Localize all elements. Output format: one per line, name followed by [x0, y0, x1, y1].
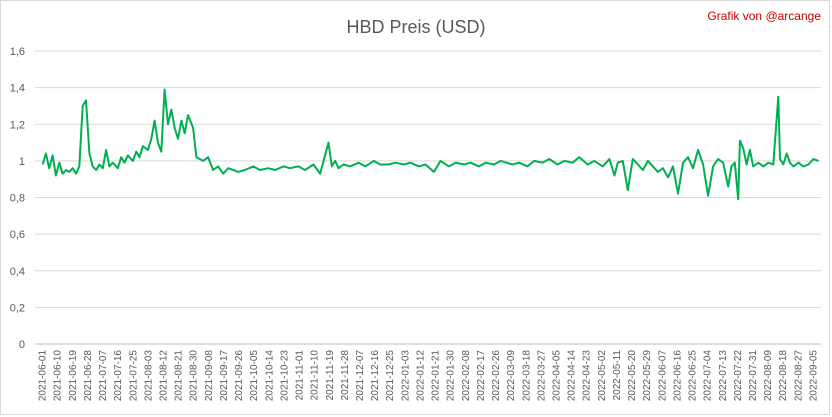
y-tick-label: 0: [19, 339, 25, 351]
y-tick-label: 0,8: [10, 193, 25, 205]
x-tick-label: 2022-08-09: [763, 350, 774, 402]
x-tick-label: 2022-03-18: [521, 350, 532, 402]
x-tick-label: 2022-05-11: [612, 350, 623, 401]
x-tick-label: 2022-01-30: [446, 350, 457, 402]
x-tick-label: 2022-04-05: [551, 350, 562, 402]
x-tick-label: 2021-09-26: [234, 350, 245, 402]
x-tick-label: 2022-03-27: [536, 350, 547, 402]
x-tick-label: 2022-07-22: [733, 350, 744, 402]
x-tick-label: 2022-03-09: [506, 350, 517, 402]
x-tick-label: 2022-07-31: [748, 350, 759, 402]
x-tick-label: 2022-02-08: [461, 350, 472, 402]
x-tick-label: 2021-07-16: [113, 350, 124, 402]
series-line-hbd-price: [41, 88, 819, 201]
x-tick-label: 2021-08-30: [189, 350, 200, 402]
x-tick-label: 2021-12-07: [355, 350, 366, 402]
chart-credit: Grafik von @arcange: [707, 9, 821, 23]
chart-title: HBD Preis (USD): [346, 17, 485, 37]
x-tick-label: 2022-05-29: [642, 350, 653, 402]
y-tick-label: 0,4: [10, 266, 25, 278]
x-tick-label: 2022-08-18: [778, 350, 789, 402]
x-tick-label: 2022-02-17: [476, 350, 487, 402]
x-tick-label: 2021-06-10: [53, 350, 64, 402]
x-tick-label: 2022-04-23: [582, 350, 593, 402]
x-tick-label: 2021-12-16: [370, 350, 381, 402]
x-tick-label: 2022-04-14: [567, 350, 578, 402]
x-tick-label: 2021-08-12: [158, 350, 169, 402]
x-tick-label: 2022-05-02: [597, 350, 608, 402]
x-tick-label: 2022-02-26: [491, 350, 502, 402]
x-tick-label: 2022-07-04: [703, 350, 714, 402]
x-tick-label: 2021-07-25: [128, 350, 139, 402]
x-tick-label: 2021-11-28: [340, 350, 351, 401]
x-tick-label: 2021-06-28: [83, 350, 94, 402]
x-tick-label: 2022-08-27: [793, 350, 804, 402]
y-axis-ticks: 0 0,2 0,4 0,6 0,8 1 1,2 1,4 1,6: [10, 46, 25, 351]
x-tick-label: 2021-06-01: [38, 350, 49, 402]
x-tick-label: 2022-06-25: [688, 350, 699, 402]
x-tick-label: 2022-01-21: [431, 350, 442, 402]
x-tick-label: 2022-06-07: [657, 350, 668, 402]
x-tick-label: 2021-10-05: [249, 350, 260, 402]
x-tick-label: 2021-10-23: [279, 350, 290, 402]
y-tick-label: 1: [19, 156, 25, 168]
x-tick-label: 2022-05-20: [627, 350, 638, 402]
x-tick-label: 2021-11-10: [310, 350, 321, 401]
x-tick-label: 2022-09-05: [808, 350, 819, 402]
x-tick-label: 2021-06-19: [68, 350, 79, 402]
x-tick-label: 2021-08-21: [174, 350, 185, 402]
x-tick-label: 2021-09-17: [219, 350, 230, 402]
x-tick-label: 2021-09-08: [204, 350, 215, 402]
x-tick-label: 2022-01-03: [400, 350, 411, 402]
x-tick-label: 2021-11-01: [295, 350, 306, 401]
x-tick-label: 2022-07-13: [718, 350, 729, 402]
x-tick-label: 2022-01-12: [415, 350, 426, 402]
x-tick-label: 2021-08-03: [143, 350, 154, 402]
x-axis-ticks: 2021-06-01 2021-06-10 2021-06-19 2021-06-28…: [38, 350, 820, 402]
y-tick-label: 1,2: [10, 119, 25, 131]
y-tick-label: 1,6: [10, 46, 25, 58]
x-tick-label: 2021-10-14: [264, 350, 275, 402]
x-tick-label: 2022-06-16: [672, 350, 683, 402]
x-tick-label: 2021-12-25: [385, 350, 396, 402]
x-tick-label: 2021-11-19: [325, 350, 336, 401]
y-tick-label: 0,2: [10, 302, 25, 314]
y-tick-label: 1,4: [10, 83, 25, 95]
x-tick-label: 2021-07-07: [98, 350, 109, 402]
gridlines: [35, 50, 821, 308]
y-tick-label: 0,6: [10, 229, 25, 241]
